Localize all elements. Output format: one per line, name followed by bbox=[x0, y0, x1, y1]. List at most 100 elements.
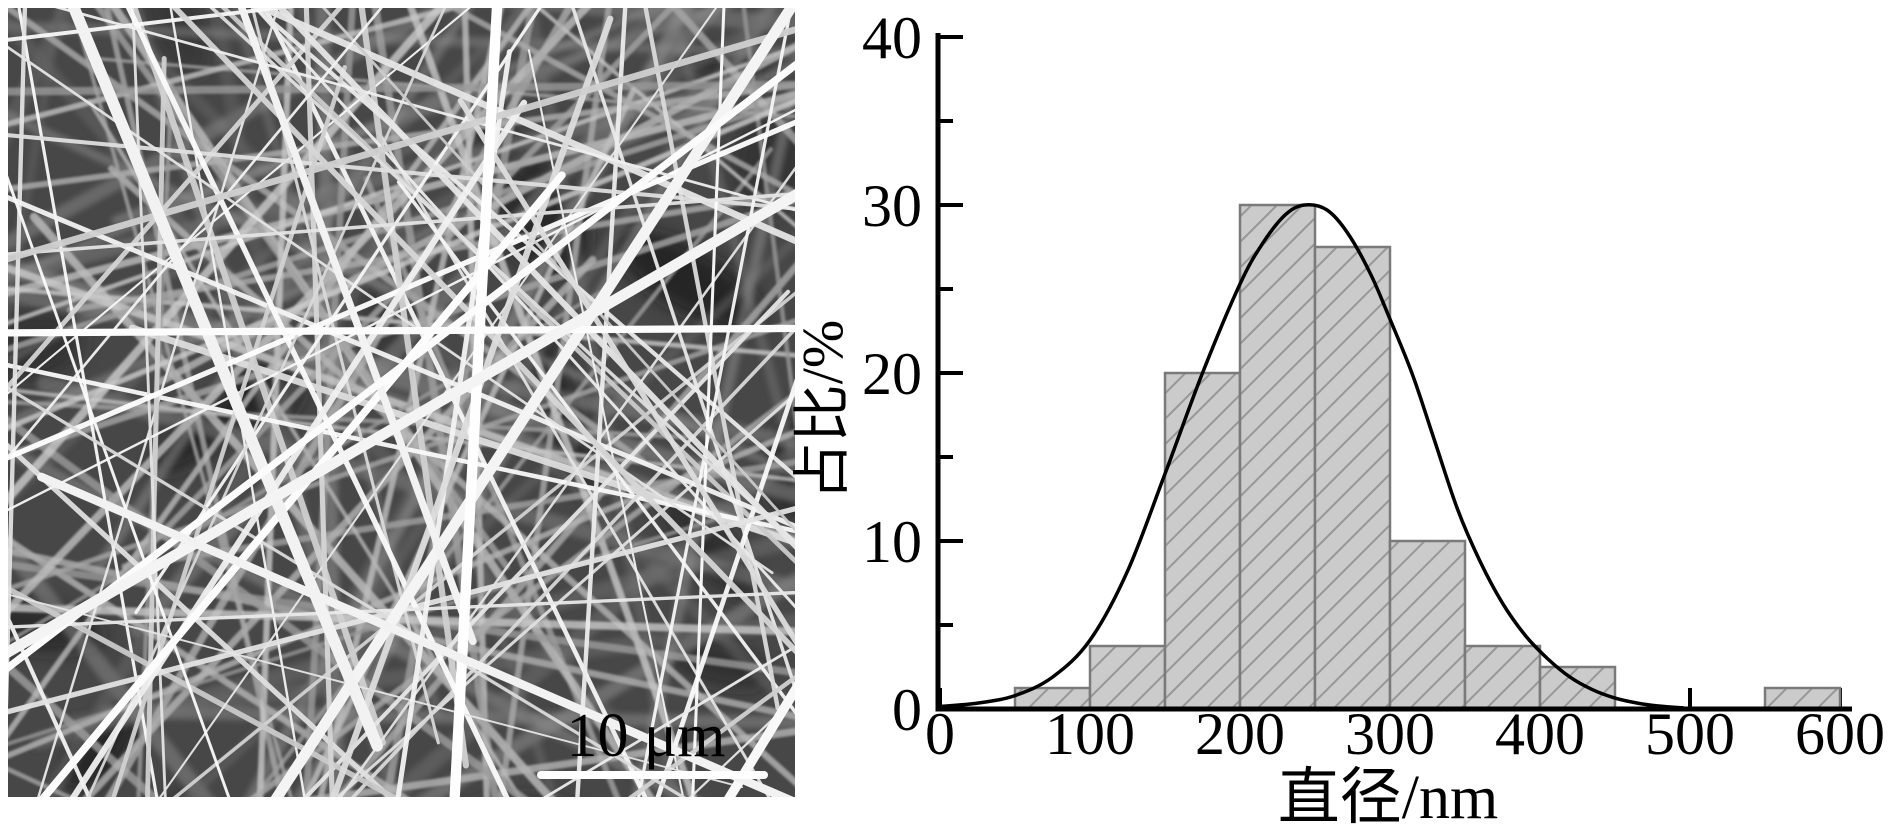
nanofiber bbox=[8, 189, 795, 659]
nanofiber bbox=[276, 8, 795, 550]
nanofiber bbox=[88, 56, 795, 119]
nanofiber bbox=[8, 399, 691, 440]
nanofiber bbox=[134, 8, 542, 615]
nanofiber bbox=[395, 49, 512, 797]
nanofiber bbox=[8, 514, 727, 746]
nanofiber bbox=[8, 593, 744, 789]
x-tick-label: 300 bbox=[1345, 701, 1435, 767]
nanofiber bbox=[8, 8, 463, 127]
nanofiber bbox=[209, 8, 795, 545]
nanofiber bbox=[306, 727, 795, 797]
nanofiber bbox=[330, 15, 614, 797]
fit-curve-line bbox=[938, 203, 1685, 710]
x-tick-label: 600 bbox=[1795, 701, 1885, 767]
nanofiber-network bbox=[8, 8, 795, 797]
y-axis-title: 占比/% bbox=[790, 320, 855, 500]
nanofiber bbox=[8, 45, 774, 575]
nanofiber bbox=[303, 8, 335, 797]
nanofiber bbox=[449, 8, 503, 797]
histogram-bar bbox=[1238, 203, 1317, 711]
histogram-bar bbox=[1163, 371, 1242, 711]
histogram-bar bbox=[1388, 539, 1467, 711]
nanofiber bbox=[172, 291, 795, 797]
nanofiber bbox=[86, 8, 447, 797]
x-tick-label: 400 bbox=[1495, 701, 1585, 767]
nanofiber bbox=[350, 326, 795, 797]
x-axis-title: 直径/nm bbox=[1278, 764, 1498, 832]
nanofiber bbox=[8, 8, 383, 460]
nanofiber bbox=[8, 536, 410, 797]
nanofiber bbox=[8, 8, 471, 395]
nanofiber bbox=[8, 119, 795, 461]
nanofiber bbox=[321, 8, 795, 532]
nanofiber bbox=[8, 415, 529, 797]
nanofiber bbox=[250, 8, 440, 745]
nanofiber bbox=[37, 8, 279, 797]
nanofiber bbox=[159, 8, 718, 797]
nanofiber bbox=[8, 195, 795, 529]
nanofiber bbox=[8, 197, 795, 459]
nanofiber bbox=[8, 386, 687, 797]
x-tick-label: 100 bbox=[1045, 701, 1135, 767]
nanofiber bbox=[8, 603, 795, 636]
x-tick-label: 500 bbox=[1645, 701, 1735, 767]
nanofiber bbox=[396, 180, 795, 715]
nanofiber bbox=[8, 8, 294, 42]
nanofiber bbox=[655, 378, 795, 797]
nanofiber bbox=[145, 55, 167, 797]
y-tick-label: 0 bbox=[892, 677, 922, 743]
nanofiber bbox=[637, 8, 793, 797]
scale-bar bbox=[537, 771, 768, 779]
nanofiber bbox=[37, 472, 794, 797]
x-tick-label: 0 bbox=[925, 701, 955, 767]
nanofiber bbox=[82, 255, 597, 797]
nanofiber bbox=[54, 8, 795, 212]
y-tick-label: 30 bbox=[862, 173, 922, 239]
nanofiber bbox=[371, 8, 500, 797]
y-axis-ticks bbox=[940, 35, 963, 711]
nanofiber bbox=[335, 392, 795, 797]
nanofiber bbox=[8, 442, 394, 797]
nanofiber bbox=[303, 289, 791, 797]
histogram-bar bbox=[1088, 644, 1167, 711]
nanofiber bbox=[8, 661, 160, 797]
nanofiber bbox=[67, 8, 383, 752]
nanofiber bbox=[8, 318, 795, 592]
nanofiber bbox=[8, 324, 795, 337]
sem-micrograph: 10 μm bbox=[8, 8, 795, 797]
nanofiber bbox=[741, 8, 795, 431]
nanofiber bbox=[182, 8, 795, 353]
nanofiber bbox=[171, 8, 795, 655]
nanofiber bbox=[8, 80, 795, 96]
scale-bar-label: 10 μm bbox=[567, 702, 726, 770]
axes bbox=[935, 33, 1852, 712]
nanofiber bbox=[126, 8, 676, 571]
nanofiber bbox=[8, 363, 795, 534]
nanofiber bbox=[643, 8, 781, 711]
nanofiber bbox=[498, 8, 612, 797]
nanofiber bbox=[8, 8, 647, 465]
nanofiber bbox=[339, 166, 795, 797]
nanofiber bbox=[691, 8, 726, 797]
histogram-bar bbox=[1313, 245, 1392, 711]
nanofiber bbox=[8, 8, 343, 391]
nanofiber bbox=[157, 42, 795, 386]
nanofiber bbox=[121, 458, 795, 570]
nanofiber bbox=[69, 99, 528, 797]
nanofiber bbox=[8, 8, 446, 505]
nanofiber bbox=[94, 8, 510, 570]
nanofiber bbox=[8, 8, 666, 282]
diameter-histogram-chart: 0 100 200 300 400 500 600 0 10 20 30 40 直径/nm 占比/% bbox=[790, 5, 1885, 832]
nanofiber bbox=[8, 590, 795, 629]
nanofiber bbox=[30, 529, 795, 750]
x-tick-label: 200 bbox=[1195, 701, 1285, 767]
tick-labels: 0 100 200 300 400 500 600 0 10 20 30 40 bbox=[862, 5, 1885, 767]
nanofiber bbox=[8, 560, 795, 677]
nanofiber bbox=[17, 8, 159, 797]
nanofiber bbox=[575, 8, 628, 797]
nanofiber bbox=[125, 8, 510, 797]
nanofiber bbox=[8, 26, 795, 263]
nanofiber bbox=[270, 8, 795, 797]
nanofiber bbox=[8, 8, 28, 711]
y-tick-label: 20 bbox=[862, 341, 922, 407]
